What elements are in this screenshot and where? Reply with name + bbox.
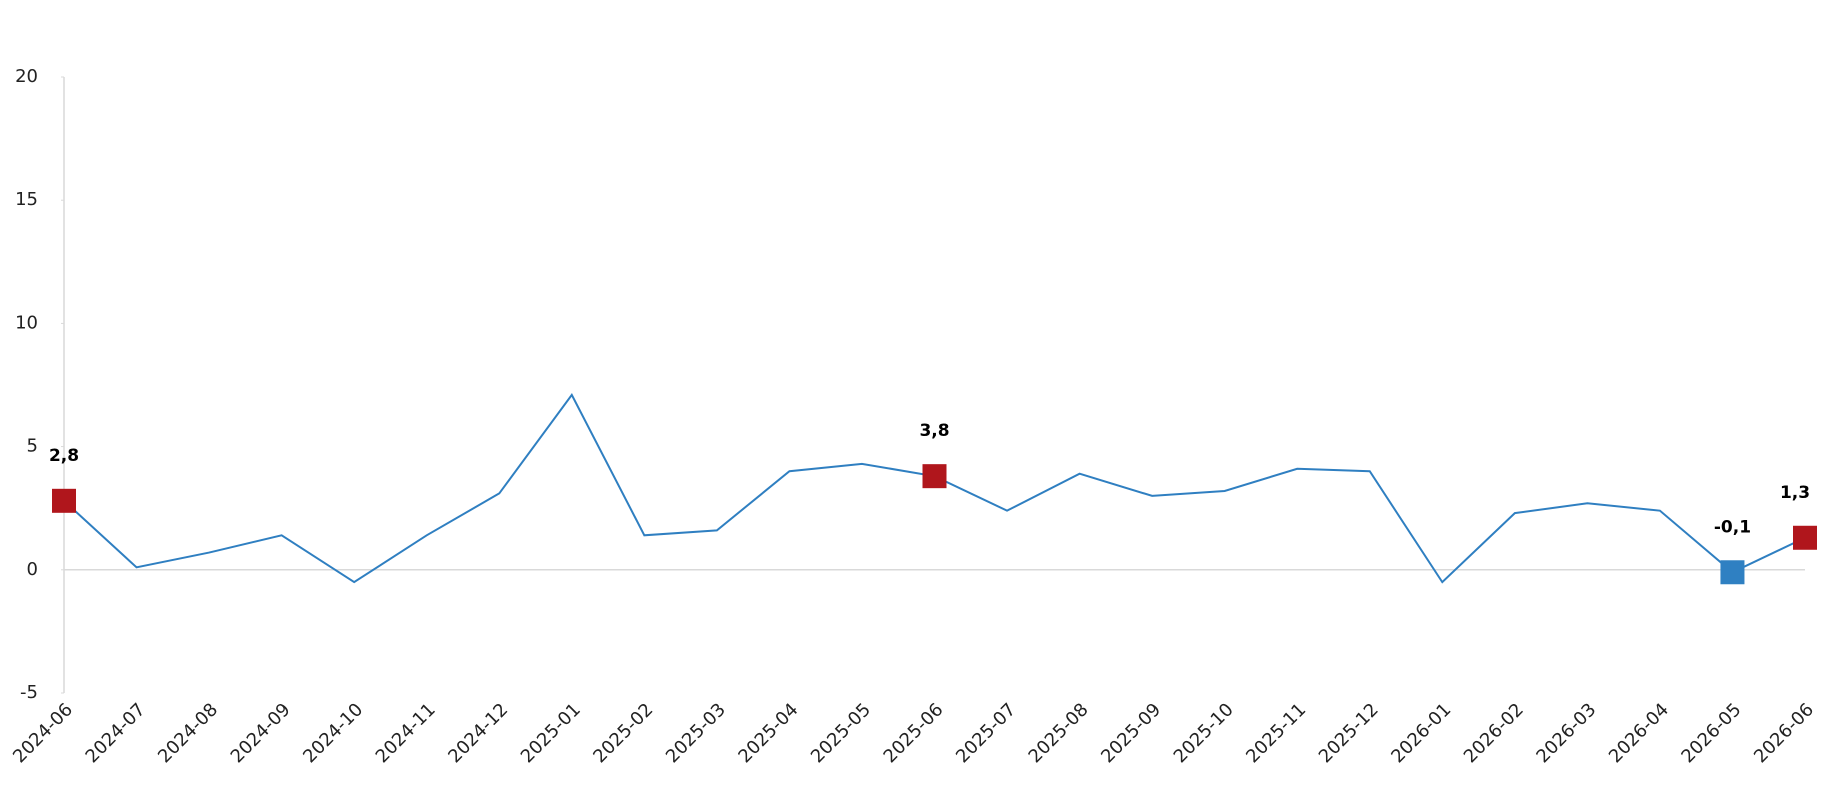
marker <box>922 464 947 489</box>
x-tick-label: 2025-04 <box>734 699 802 767</box>
marker <box>1720 560 1745 585</box>
x-tick-label: 2024-08 <box>154 699 222 767</box>
x-tick-label: 2025-03 <box>662 699 730 767</box>
y-tick-label: -5 <box>20 682 38 703</box>
x-tick-label: 2025-05 <box>807 699 875 767</box>
x-tick-label: 2024-06 <box>9 699 77 767</box>
x-tick-label: 2026-05 <box>1677 699 1745 767</box>
x-tick-label: 2025-12 <box>1315 699 1383 767</box>
y-tick-label: 10 <box>15 312 38 333</box>
x-tick-label: 2025-11 <box>1242 699 1310 767</box>
value-label: -0,1 <box>1714 517 1751 537</box>
x-tick-label: 2025-01 <box>517 699 585 767</box>
x-tick-label: 2024-11 <box>372 699 440 767</box>
y-tick-label: 0 <box>27 559 38 580</box>
x-tick-label: 2025-02 <box>589 699 657 767</box>
x-tick-label: 2025-10 <box>1170 699 1238 767</box>
x-tick-label: 2025-09 <box>1097 699 1165 767</box>
x-tick-label: 2026-06 <box>1750 699 1818 767</box>
x-tick-label: 2024-12 <box>444 699 512 767</box>
x-tick-label: 2026-01 <box>1387 699 1455 767</box>
marker <box>1793 525 1817 550</box>
value-label: 3,8 <box>919 421 949 441</box>
x-tick-label: 2024-09 <box>227 699 295 767</box>
x-tick-label: 2025-07 <box>952 699 1020 767</box>
x-tick-label: 2026-02 <box>1460 699 1528 767</box>
x-tick-label: 2026-03 <box>1532 699 1600 767</box>
x-tick-label: 2024-07 <box>82 699 150 767</box>
x-tick-label: 2025-06 <box>880 699 948 767</box>
x-tick-label: 2024-10 <box>299 699 367 767</box>
y-tick-label: 20 <box>15 66 38 87</box>
value-label: 1,3 <box>1780 483 1810 503</box>
marker <box>52 488 76 513</box>
value-label: 2,8 <box>49 446 79 466</box>
y-tick-label: 15 <box>15 189 38 210</box>
x-tick-label: 2025-08 <box>1025 699 1093 767</box>
y-tick-label: 5 <box>27 436 38 457</box>
x-tick-label: 2026-04 <box>1605 699 1673 767</box>
